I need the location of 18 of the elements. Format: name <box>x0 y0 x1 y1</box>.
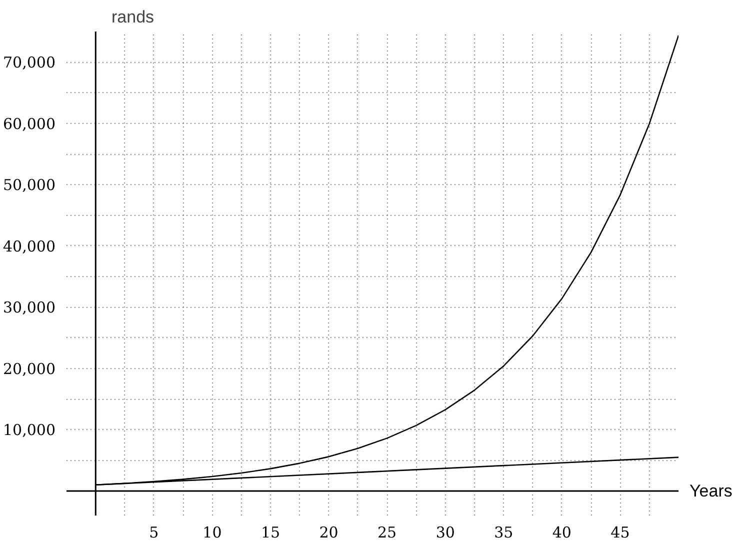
x-axis-title: Years <box>690 481 732 500</box>
y-tick-label: 20,000 <box>3 360 56 378</box>
x-tick-label: 45 <box>610 524 630 542</box>
y-tick-label: 10,000 <box>3 421 56 440</box>
y-tick-label: 40,000 <box>3 237 56 256</box>
x-tick-label: 5 <box>149 524 159 542</box>
x-tick-label: 20 <box>319 524 338 542</box>
y-axis-title: rands <box>112 8 154 26</box>
x-tick-label: 15 <box>260 524 280 542</box>
y-tick-label: 50,000 <box>3 176 56 194</box>
x-tick-label: 25 <box>378 524 397 542</box>
y-tick-label: 70,000 <box>3 54 56 72</box>
y-tick-label: 60,000 <box>3 114 56 133</box>
x-tick-label: 40 <box>552 524 572 542</box>
y-tick-label: 30,000 <box>3 298 56 317</box>
x-tick-label: 35 <box>494 524 514 542</box>
x-tick-label: 30 <box>436 524 455 542</box>
x-tick-label: 10 <box>202 524 222 542</box>
